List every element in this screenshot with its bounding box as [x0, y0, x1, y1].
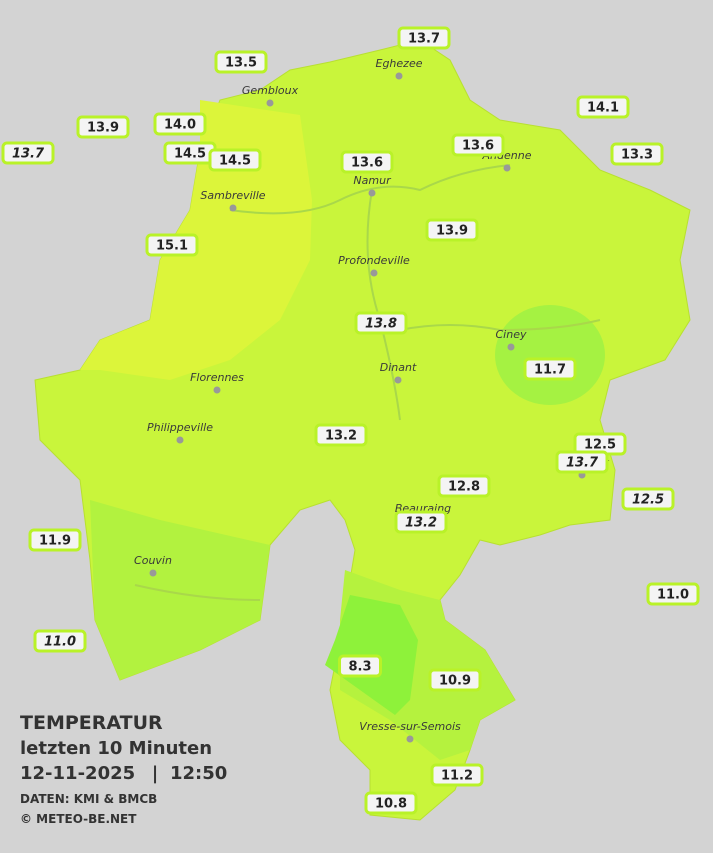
city-dot [503, 164, 511, 172]
station-value: 13.7 [12, 147, 45, 162]
station-box [425, 218, 479, 242]
city-label: Dinant [380, 361, 417, 374]
city-label: Gembloux [242, 84, 299, 97]
station-box [397, 26, 451, 50]
station-box [338, 654, 382, 678]
station-value: 8.3 [348, 660, 371, 675]
station-value: 10.9 [439, 674, 471, 689]
station-box [576, 95, 630, 119]
station-box [214, 50, 268, 74]
cool-zone [90, 500, 270, 680]
station-box [340, 150, 394, 174]
station-box [33, 629, 87, 653]
station-box [145, 233, 199, 257]
separator: | [152, 763, 159, 784]
city-dot [368, 189, 376, 197]
station-value: 11.2 [441, 769, 473, 784]
station-value: 13.7 [408, 32, 440, 47]
station-value: 10.8 [375, 797, 407, 812]
city-dot [213, 386, 221, 394]
city-dot [229, 204, 237, 212]
station-value: 11.7 [534, 363, 566, 378]
cool-zone [495, 305, 605, 405]
date: 12-11-2025 [20, 763, 135, 784]
station-value: 12.8 [448, 480, 480, 495]
station-value: 13.9 [87, 121, 119, 136]
station-value: 11.0 [44, 635, 76, 650]
station-value: 15.1 [156, 239, 188, 254]
copyright: © METEO-BE.NET [20, 812, 137, 826]
station-value: 13.2 [405, 516, 437, 531]
city-dot [176, 436, 184, 444]
station-value: 13.6 [351, 156, 383, 171]
city-dot [394, 376, 402, 384]
station-value: 13.5 [225, 56, 257, 71]
station-value: 14.1 [587, 101, 619, 116]
station-box [621, 487, 675, 511]
city-layer: EghezeeGemblouxAndenneNamurSambrevillePr… [134, 57, 609, 743]
station-box [364, 791, 418, 815]
city-dot [370, 269, 378, 277]
station-box [646, 582, 700, 606]
subtitle: letzten 10 Minuten [20, 738, 212, 759]
station-box [153, 112, 207, 136]
city-dot [406, 735, 414, 743]
station-value: 14.5 [174, 147, 206, 162]
station-box [555, 450, 609, 474]
city-label: Vresse-sur-Semois [359, 720, 461, 733]
station-value: 12.5 [632, 493, 664, 508]
city-label: Ciney [496, 328, 527, 341]
station-box [76, 115, 130, 139]
station-value: 14.0 [164, 118, 196, 133]
station-box [430, 763, 484, 787]
station-box [208, 148, 262, 172]
station-value: 13.7 [566, 456, 599, 471]
station-value: 13.2 [325, 429, 357, 444]
title: TEMPERATUR [20, 712, 163, 734]
station-value: 13.3 [621, 148, 653, 163]
station-value: 14.5 [219, 154, 251, 169]
station-value: 13.8 [365, 317, 397, 332]
source: DATEN: KMI & BMCB [20, 792, 157, 806]
station-value: 11.0 [657, 588, 689, 603]
station-box [437, 474, 491, 498]
station-box [428, 668, 482, 692]
station-box [451, 133, 505, 157]
station-value: 12.5 [584, 438, 616, 453]
station-box [314, 423, 368, 447]
station-box [354, 311, 408, 335]
city-label: Eghezee [376, 57, 423, 70]
station-box [394, 510, 448, 534]
time: 12:50 [170, 763, 227, 784]
city-dot [266, 99, 274, 107]
station-value: 11.9 [39, 534, 71, 549]
city-dot [395, 72, 403, 80]
station-box [28, 528, 82, 552]
station-box [610, 142, 664, 166]
city-label: Philippeville [147, 421, 213, 434]
station-value: 13.9 [436, 224, 468, 239]
city-label: Profondeville [338, 254, 410, 267]
station-box [1, 141, 55, 165]
station-value: 13.6 [462, 139, 494, 154]
city-label: Namur [353, 174, 392, 187]
city-dot [149, 569, 157, 577]
city-dot [507, 343, 515, 351]
station-layer: 13.7 13.5 14.1 13.9 14.0 13.7 14.5 14.5 13.6 13.6… [1, 26, 700, 815]
city-label: Couvin [134, 554, 172, 567]
city-label: Florennes [190, 371, 244, 384]
station-box [523, 357, 577, 381]
city-label: Sambreville [200, 189, 265, 202]
